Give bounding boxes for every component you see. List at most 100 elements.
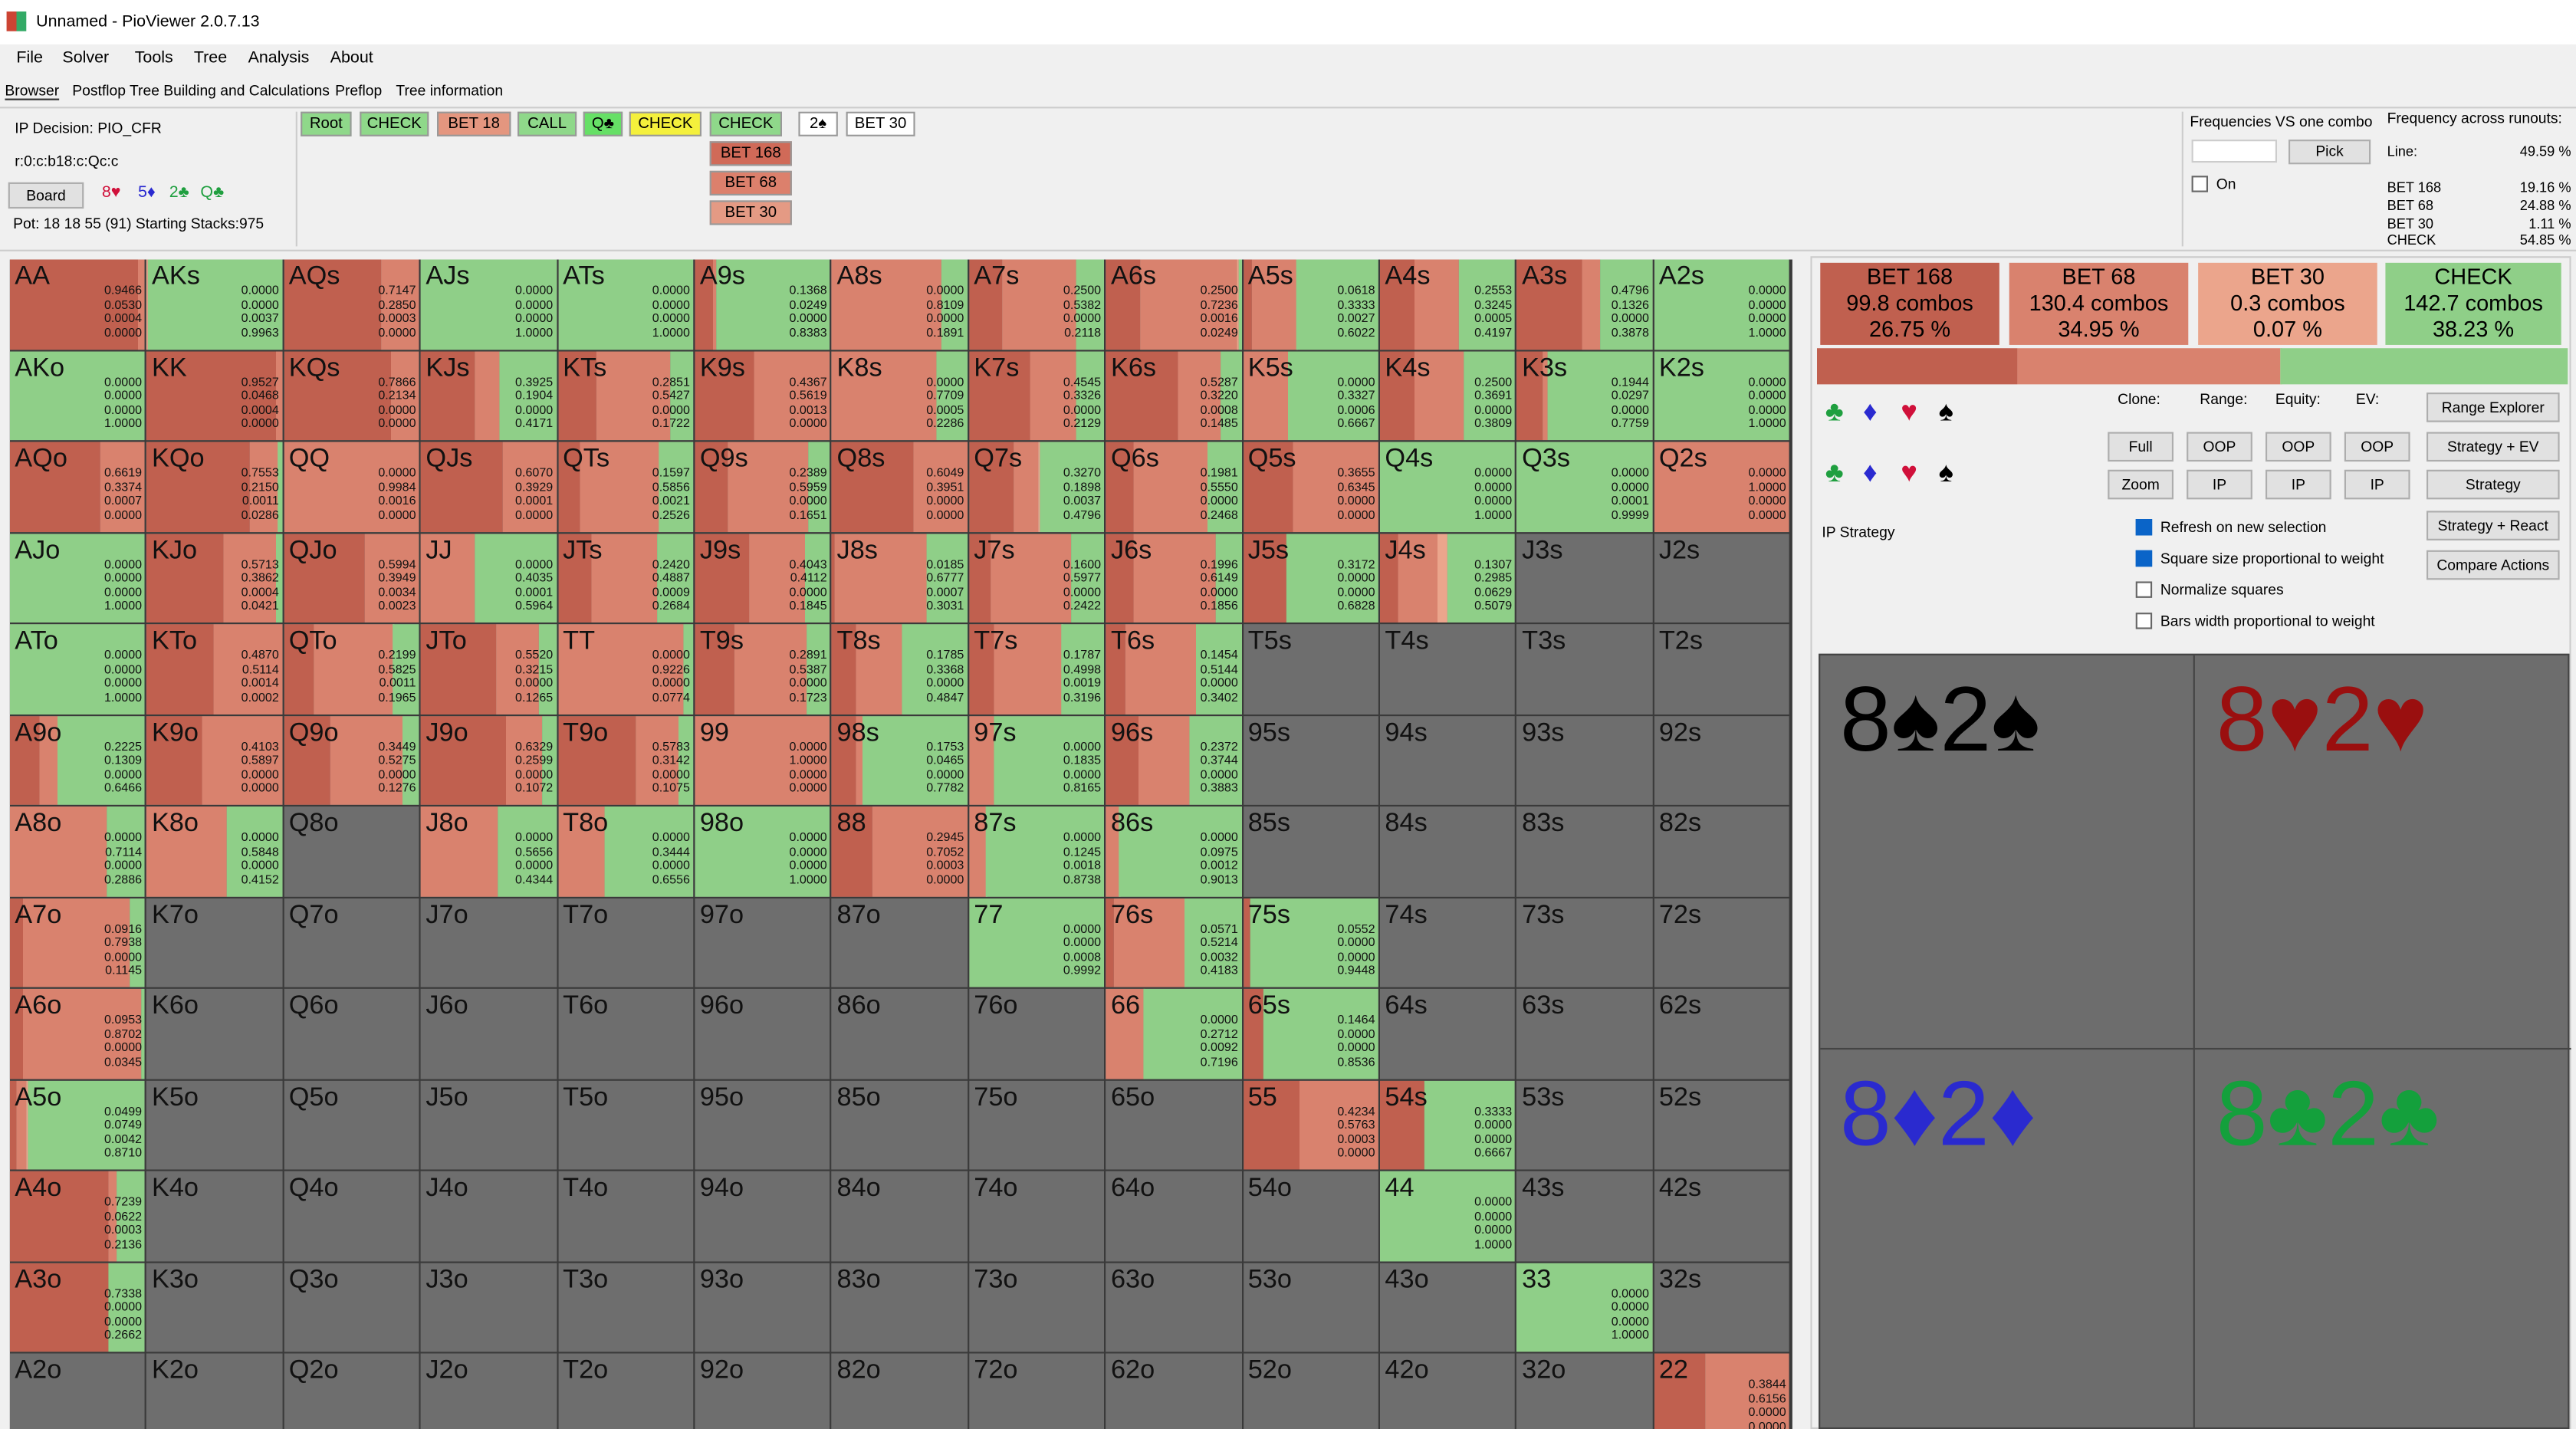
hand-cell[interactable]: 0.0000 0.0000 0.0000 1.0000 ATs [557,259,694,350]
hand-cell[interactable]: 72s [1654,897,1789,987]
hand-cell[interactable]: 0.1981 0.5550 0.0000 0.2468 Q6s [1106,442,1242,532]
hand-cell[interactable]: 0.7147 0.2850 0.0003 0.0000 AQs [284,259,419,350]
hand-cell[interactable]: 62o [1106,1353,1242,1429]
hand-cell[interactable]: A2o [9,1353,146,1429]
hand-cell[interactable]: 0.4367 0.5619 0.0013 0.0000 K9s [695,350,830,441]
hand-cell[interactable]: K7o [146,897,283,987]
hand-cell[interactable]: 95o [695,1079,830,1170]
hand-cell[interactable]: 92o [695,1353,830,1429]
hand-cell[interactable]: 0.0000 0.3327 0.0006 0.6667 K5s [1243,350,1378,441]
hand-cell[interactable]: 63o [1106,1262,1242,1352]
hand-cell[interactable]: J2o [420,1353,557,1429]
hand-cell[interactable]: 0.1307 0.2985 0.0629 0.5079 J4s [1380,533,1516,623]
hand-cell[interactable]: 0.5520 0.3215 0.0000 0.1265 JTo [420,624,557,714]
hand-cell[interactable]: 0.6049 0.3951 0.0000 0.0000 Q8s [832,442,968,532]
hand-cell[interactable]: 0.3925 0.1904 0.0000 0.4171 KJs [420,350,557,441]
hand-cell[interactable]: 0.7239 0.0622 0.0003 0.2136 A4o [9,1171,146,1261]
hand-cell[interactable]: 0.4234 0.5763 0.0003 0.0000 55 [1243,1079,1378,1170]
hand-cell[interactable]: 0.0000 0.3444 0.0000 0.6556 T8o [557,806,694,896]
path-button[interactable]: CHECK [360,111,429,136]
suit-button[interactable]: ♠ [1938,396,1953,428]
control-button[interactable]: IP [2266,469,2331,500]
combo-card[interactable]: 8♣2♣ [2216,1061,2440,1165]
hand-cell[interactable]: 0.1996 0.6149 0.0000 0.1856 J6s [1106,533,1242,623]
hand-cell[interactable]: 92s [1654,715,1789,805]
menu-item[interactable]: Tree [193,49,228,67]
hand-cell[interactable]: 93o [695,1262,830,1352]
hand-cell[interactable]: T7o [557,897,694,987]
hand-cell[interactable]: 83s [1516,806,1653,896]
hand-cell[interactable]: 0.0000 0.0000 0.0000 1.0000 44 [1380,1171,1516,1261]
hand-cell[interactable]: 0.1785 0.3368 0.0000 0.4847 T8s [832,624,968,714]
hand-cell[interactable]: 0.0000 0.0000 0.0000 1.0000 33 [1516,1262,1653,1352]
suit-button[interactable]: ♠ [1938,456,1953,488]
action-option[interactable]: BET 30 [709,200,792,225]
control-button[interactable]: Full [2108,432,2174,462]
hand-cell[interactable]: 0.3270 0.1898 0.0037 0.4796 Q7s [968,442,1105,532]
hand-cell[interactable]: 0.0000 0.7114 0.0000 0.2886 A8o [9,806,146,896]
tab[interactable]: Postflop Tree Building and Calculations [72,82,330,99]
hand-cell[interactable]: 0.3844 0.6156 0.0000 0.0000 22 [1654,1353,1789,1429]
hand-cell[interactable]: J4o [420,1171,557,1261]
hand-cell[interactable]: 0.3172 0.0000 0.0000 0.6828 J5s [1243,533,1378,623]
hand-cell[interactable]: 97o [695,897,830,987]
hand-cell[interactable]: 0.5994 0.3949 0.0034 0.0023 QJo [284,533,419,623]
hand-cell[interactable]: 53o [1243,1262,1378,1352]
hand-cell[interactable]: 32s [1654,1262,1789,1352]
checkbox[interactable] [2135,519,2153,536]
hand-cell[interactable]: 73o [968,1262,1105,1352]
hand-cell[interactable]: 0.7866 0.2134 0.0000 0.0000 KQs [284,350,419,441]
hand-cell[interactable]: 0.0000 0.7709 0.0005 0.2286 K8s [832,350,968,441]
path-button[interactable]: Q♣ [583,111,623,136]
hand-cell[interactable]: 0.9527 0.0468 0.0004 0.0000 KK [146,350,283,441]
hand-cell[interactable]: K5o [146,1079,283,1170]
hand-cell[interactable]: 85s [1243,806,1378,896]
hand-cell[interactable]: 42o [1380,1353,1516,1429]
hand-cell[interactable]: K2o [146,1353,283,1429]
menu-item[interactable]: Solver [62,49,110,67]
hand-cell[interactable]: 0.4870 0.5114 0.0014 0.0002 KTo [146,624,283,714]
hand-cell[interactable]: 94s [1380,715,1516,805]
hand-cell[interactable]: 0.0000 0.0000 0.0001 0.9999 Q3s [1516,442,1653,532]
suit-button[interactable]: ♥ [1901,456,1917,488]
hand-cell[interactable]: 76o [968,988,1105,1079]
control-button[interactable]: OOP [2266,432,2331,462]
combo-card[interactable]: 8♥2♥ [2216,666,2428,770]
hand-cell[interactable]: 0.0000 0.0000 0.0037 0.9963 AKs [146,259,283,350]
hand-cell[interactable]: 0.2420 0.4887 0.0009 0.2684 JTs [557,533,694,623]
hand-cell[interactable]: 0.0000 0.1245 0.0018 0.8738 87s [968,806,1105,896]
hand-cell[interactable]: 32o [1516,1353,1653,1429]
checkbox[interactable] [2191,176,2208,192]
hand-cell[interactable]: 0.2851 0.5427 0.0000 0.1722 KTs [557,350,694,441]
hand-cell[interactable]: 0.6070 0.3929 0.0001 0.0000 QJs [420,442,557,532]
hand-cell[interactable]: 0.2500 0.7236 0.0016 0.0249 A6s [1106,259,1242,350]
hand-cell[interactable]: 0.2389 0.5959 0.0000 0.1651 Q9s [695,442,830,532]
hand-cell[interactable]: 0.0000 1.0000 0.0000 0.0000 Q2s [1654,442,1789,532]
control-button[interactable]: IP [2187,469,2252,500]
hand-cell[interactable]: 0.0000 0.0000 0.0000 1.0000 AKo [9,350,146,441]
hand-cell[interactable]: 62s [1654,988,1789,1079]
hand-cell[interactable]: 0.0000 0.9226 0.0000 0.0774 TT [557,624,694,714]
hand-cell[interactable]: 0.4796 0.1326 0.0000 0.3878 A3s [1516,259,1653,350]
hand-cell[interactable]: 73s [1516,897,1653,987]
hand-cell[interactable]: Q4o [284,1171,419,1261]
hand-cell[interactable]: 0.4103 0.5897 0.0000 0.0000 K9o [146,715,283,805]
control-button[interactable]: Zoom [2108,469,2174,500]
combo-card[interactable]: 8♠2♠ [1840,666,2040,770]
hand-cell[interactable]: T5s [1243,624,1378,714]
hand-cell[interactable]: 0.5783 0.3142 0.0000 0.1075 T9o [557,715,694,805]
hand-cell[interactable]: 74s [1380,897,1516,987]
hand-cell[interactable]: T2s [1654,624,1789,714]
hand-cell[interactable]: 0.0000 0.0000 0.0000 1.0000 ATo [9,624,146,714]
tab[interactable]: Preflop [335,82,383,99]
menu-item[interactable]: About [330,49,373,67]
hand-cell[interactable]: 0.2553 0.3245 0.0005 0.4197 A4s [1380,259,1516,350]
hand-cell[interactable]: 0.1944 0.0297 0.0000 0.7759 K3s [1516,350,1653,441]
hand-cell[interactable]: 95s [1243,715,1378,805]
hand-cell[interactable]: 64s [1380,988,1516,1079]
hand-cell[interactable]: 83o [832,1262,968,1352]
checkbox[interactable] [2135,613,2153,629]
path-button[interactable]: BET 18 [437,111,511,136]
hand-cell[interactable]: T5o [557,1079,694,1170]
hand-cell[interactable]: J5o [420,1079,557,1170]
